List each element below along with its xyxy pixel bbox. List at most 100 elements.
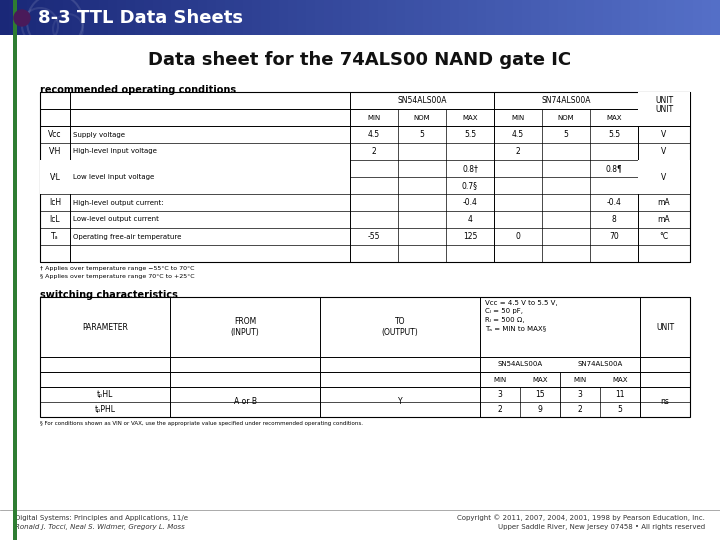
Text: PARAMETER: PARAMETER xyxy=(82,322,128,332)
Text: MAX: MAX xyxy=(606,114,622,120)
Text: SN54ALS00A: SN54ALS00A xyxy=(498,361,543,368)
Bar xyxy=(684,0,693,35)
Text: 8: 8 xyxy=(611,215,616,224)
Bar xyxy=(585,0,594,35)
Bar xyxy=(504,0,513,35)
Bar xyxy=(36,0,45,35)
Bar xyxy=(306,0,315,35)
Text: mA: mA xyxy=(657,198,670,207)
Text: 125: 125 xyxy=(463,232,477,241)
Text: MIN: MIN xyxy=(367,114,381,120)
Text: § Applies over temperature range 70°C to +25°C: § Applies over temperature range 70°C to… xyxy=(40,274,194,279)
Bar xyxy=(162,0,171,35)
Text: MAX: MAX xyxy=(612,376,628,382)
Text: SN74ALS00A: SN74ALS00A xyxy=(541,96,590,105)
Text: Upper Saddle River, New Jersey 07458 • All rights reserved: Upper Saddle River, New Jersey 07458 • A… xyxy=(498,524,705,530)
Text: MIN: MIN xyxy=(573,376,587,382)
Text: recommended operating conditions: recommended operating conditions xyxy=(40,85,236,95)
Bar xyxy=(324,0,333,35)
Text: V: V xyxy=(662,172,667,181)
Bar xyxy=(270,0,279,35)
Bar xyxy=(45,0,54,35)
Bar xyxy=(70,160,350,194)
Text: V: V xyxy=(662,130,667,139)
Bar xyxy=(621,0,630,35)
Text: Operating free-air temperature: Operating free-air temperature xyxy=(73,233,181,240)
Bar xyxy=(666,0,675,35)
Text: VᴵL: VᴵL xyxy=(50,172,60,181)
Text: 11: 11 xyxy=(616,390,625,399)
Text: 3: 3 xyxy=(577,390,582,399)
Text: 9: 9 xyxy=(538,405,542,414)
Bar xyxy=(351,0,360,35)
Text: 8-3 TTL Data Sheets: 8-3 TTL Data Sheets xyxy=(38,9,243,27)
Text: NOM: NOM xyxy=(558,114,575,120)
Bar xyxy=(81,0,90,35)
Bar xyxy=(9,0,18,35)
Text: 5: 5 xyxy=(564,130,568,139)
Bar xyxy=(486,0,495,35)
Text: Copyright © 2011, 2007, 2004, 2001, 1998 by Pearson Education, Inc.: Copyright © 2011, 2007, 2004, 2001, 1998… xyxy=(457,515,705,521)
Bar xyxy=(0,0,9,35)
Bar xyxy=(315,0,324,35)
Text: MIN: MIN xyxy=(511,114,525,120)
Text: High-level output current:: High-level output current: xyxy=(73,199,163,206)
Text: 70: 70 xyxy=(609,232,619,241)
Text: Low level input voltage: Low level input voltage xyxy=(73,165,154,172)
Text: switching characteristics: switching characteristics xyxy=(40,290,178,300)
Bar xyxy=(558,0,567,35)
Bar xyxy=(63,0,72,35)
Bar xyxy=(603,0,612,35)
Bar xyxy=(630,0,639,35)
Text: High-level input voltage: High-level input voltage xyxy=(73,148,157,154)
Bar xyxy=(216,0,225,35)
Bar xyxy=(657,0,666,35)
Text: 0.8¶: 0.8¶ xyxy=(606,164,622,173)
Text: UNIT: UNIT xyxy=(655,96,673,105)
Bar xyxy=(297,0,306,35)
Text: Ronald J. Tocci, Neal S. Widmer, Gregory L. Moss: Ronald J. Tocci, Neal S. Widmer, Gregory… xyxy=(15,524,185,530)
Text: TO
(OUTPUT): TO (OUTPUT) xyxy=(382,316,418,338)
Bar xyxy=(135,0,144,35)
Text: -55: -55 xyxy=(368,232,380,241)
Text: MAX: MAX xyxy=(532,376,548,382)
Bar xyxy=(540,0,549,35)
Bar xyxy=(638,160,690,194)
Bar xyxy=(153,0,162,35)
Text: § For conditions shown as VIN or VAX, use the appropriate value specified under : § For conditions shown as VIN or VAX, us… xyxy=(40,421,363,426)
Bar xyxy=(342,0,351,35)
Bar xyxy=(567,0,576,35)
Text: Tₐ: Tₐ xyxy=(51,232,59,241)
Text: A or B: A or B xyxy=(233,397,256,407)
Bar xyxy=(144,0,153,35)
Bar xyxy=(180,0,189,35)
Bar xyxy=(18,0,27,35)
Bar xyxy=(576,0,585,35)
Bar xyxy=(549,0,558,35)
Bar xyxy=(639,0,648,35)
Text: 4: 4 xyxy=(467,215,472,224)
Text: MAX: MAX xyxy=(462,114,478,120)
Bar xyxy=(225,0,234,35)
Text: 0.7§: 0.7§ xyxy=(462,181,478,190)
Text: 2: 2 xyxy=(372,147,377,156)
Text: IᴄH: IᴄH xyxy=(49,198,61,207)
Bar xyxy=(432,0,441,35)
Bar xyxy=(378,0,387,35)
Text: 2: 2 xyxy=(577,405,582,414)
Bar xyxy=(252,0,261,35)
Text: Vᴄᴄ: Vᴄᴄ xyxy=(48,130,62,139)
Bar xyxy=(594,0,603,35)
Bar xyxy=(396,0,405,35)
Text: 2: 2 xyxy=(498,405,503,414)
Bar xyxy=(234,0,243,35)
Bar xyxy=(414,0,423,35)
Text: Digital Systems: Principles and Applications, 11/e: Digital Systems: Principles and Applicat… xyxy=(15,515,188,521)
Text: 15: 15 xyxy=(535,390,545,399)
Text: 0: 0 xyxy=(516,232,521,241)
Bar xyxy=(261,0,270,35)
Text: Low level input voltage: Low level input voltage xyxy=(73,165,154,172)
Text: 2: 2 xyxy=(516,147,521,156)
Circle shape xyxy=(14,10,30,26)
Bar xyxy=(638,92,690,126)
